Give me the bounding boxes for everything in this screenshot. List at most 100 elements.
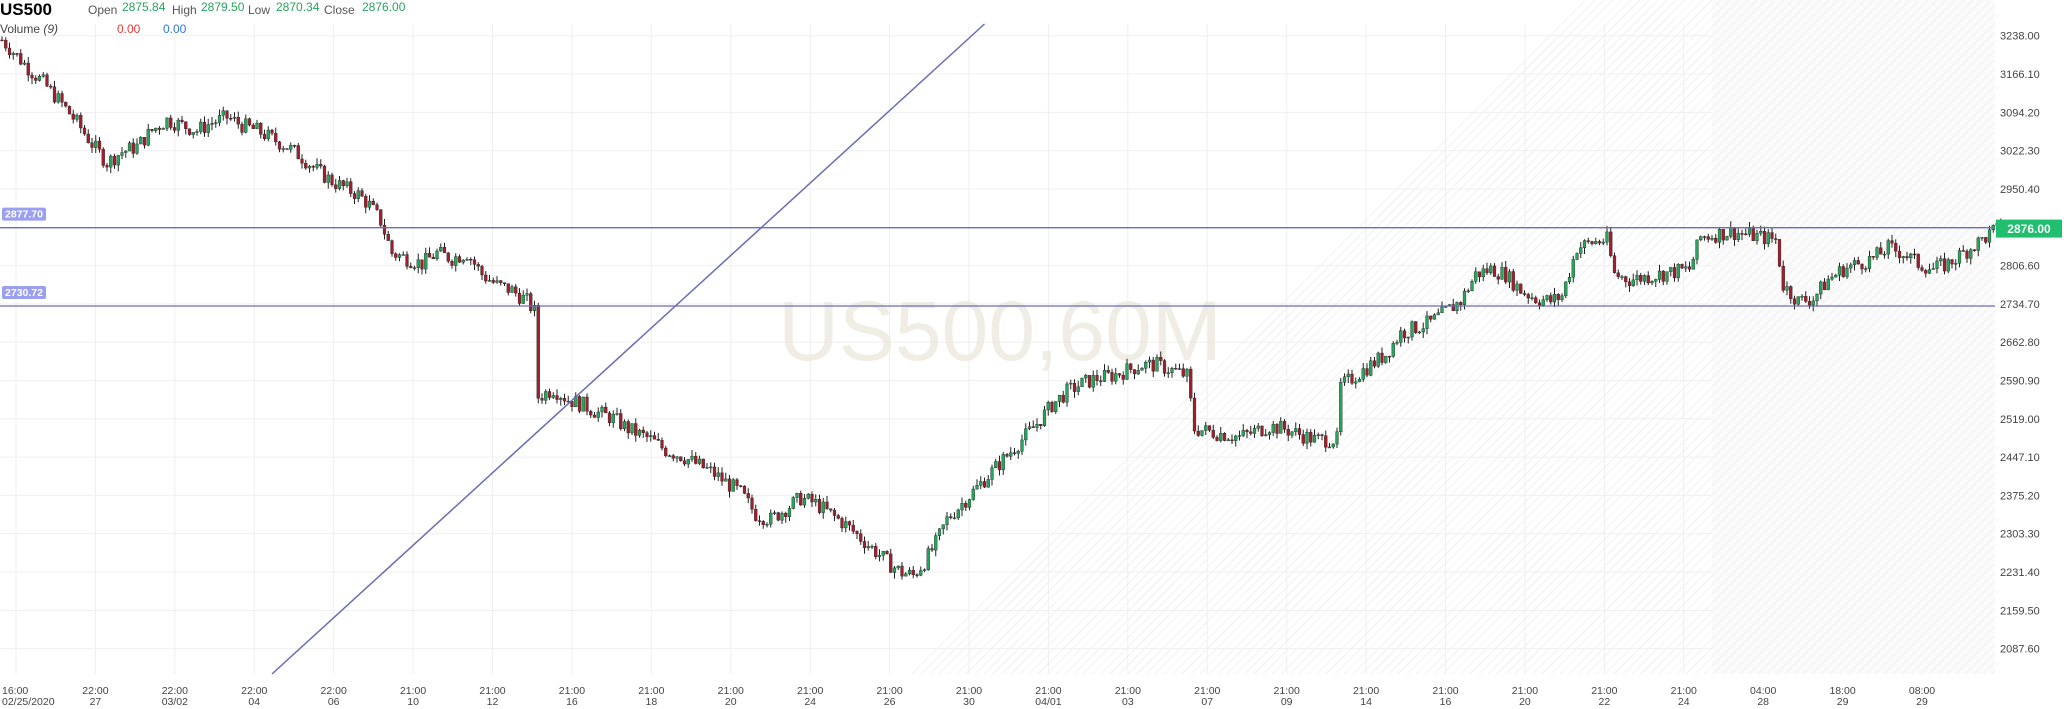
candle-down — [1714, 237, 1718, 243]
candle-up — [1057, 394, 1062, 402]
candle-down — [1924, 270, 1928, 274]
candle-down — [1192, 397, 1197, 432]
time-axis[interactable]: 16:0002/25/202022:002722:0003/0222:00042… — [2, 685, 1935, 708]
candle-down — [619, 413, 623, 429]
candle-up — [1091, 375, 1095, 388]
candle-up — [896, 565, 900, 569]
candle-up — [1316, 434, 1320, 436]
candle-down — [469, 259, 473, 261]
candle-down — [679, 456, 683, 461]
date-tick-label: 27 — [90, 696, 102, 708]
time-tick-label: 21:00 — [479, 685, 505, 697]
hatch-line — [1577, 187, 2064, 675]
candle-up — [1481, 268, 1485, 278]
candle-down — [555, 395, 559, 400]
candle-down — [1099, 380, 1103, 382]
candle-up — [1684, 266, 1688, 269]
candle-up — [559, 398, 563, 400]
candle-up — [1271, 424, 1275, 433]
candle-up — [232, 117, 237, 119]
candle-down — [862, 541, 867, 549]
candle-up — [326, 174, 330, 183]
hatch-line — [1640, 250, 2064, 675]
candle-up — [1016, 451, 1020, 454]
candle-up — [1864, 268, 1868, 270]
candle-down — [1110, 372, 1114, 382]
candle-up — [975, 485, 979, 490]
candle-down — [334, 184, 338, 189]
candle-up — [1474, 271, 1478, 282]
candle-down — [930, 548, 934, 551]
hatch-line — [1217, 0, 1893, 675]
date-tick-label: 29 — [1916, 696, 1928, 708]
candle-up — [1342, 376, 1347, 383]
candle-up — [214, 122, 218, 124]
candle-up — [454, 256, 458, 266]
candle-down — [142, 137, 147, 146]
candle-up — [337, 180, 342, 189]
candle-down — [1807, 301, 1812, 306]
hatch-line — [1424, 34, 2064, 675]
date-tick-label: 16 — [1440, 696, 1452, 708]
hatch-line — [1181, 0, 1857, 675]
candle-down — [319, 164, 323, 167]
candle-down — [1429, 315, 1433, 320]
candle-down — [225, 110, 229, 119]
candle-up — [1676, 264, 1680, 279]
hatch-line — [1082, 0, 1758, 675]
candle-down — [169, 117, 173, 128]
candle-up — [397, 254, 402, 258]
candle-down — [1965, 250, 1969, 259]
hatch-line — [1748, 358, 2064, 675]
hatch-line — [1784, 394, 2064, 675]
hatch-line — [1154, 0, 1830, 675]
candle-down — [82, 127, 87, 135]
candle-up — [1009, 452, 1013, 457]
candle-down — [1189, 368, 1193, 399]
candle-down — [427, 252, 432, 258]
future-hatched-area — [911, 0, 2064, 709]
drawn-lines[interactable]: 2877.70 2730.72 — [0, 23, 1995, 675]
candle-up — [971, 488, 975, 500]
candle-up — [127, 142, 132, 152]
candle-up — [439, 247, 443, 252]
candle-up — [135, 143, 139, 154]
close-value: 2876.00 — [362, 0, 406, 14]
candle-down — [446, 252, 450, 262]
candle-up — [780, 512, 784, 521]
hatch-line — [1271, 0, 1947, 675]
candle-down — [1174, 368, 1178, 370]
hatch-line — [1586, 196, 2064, 675]
candle-up — [1219, 433, 1223, 441]
candle-up — [870, 545, 874, 548]
candle-up — [1234, 435, 1238, 441]
candlesticks[interactable] — [0, 36, 2003, 580]
hatch-line — [1316, 0, 1992, 675]
price-tick-label: 2662.80 — [2000, 337, 2040, 349]
candle-up — [1815, 293, 1819, 302]
candle-up — [146, 129, 150, 146]
price-axis[interactable]: 3238.00 3166.10 3094.20 3022.30 2950.40 2806.… — [1996, 31, 2062, 656]
candle-up — [1980, 237, 1984, 239]
candle-up — [1144, 361, 1148, 369]
candle-down — [1871, 256, 1875, 258]
hatch-line — [920, 0, 1596, 675]
candle-up — [75, 115, 79, 120]
price-tick-label: 3238.00 — [2000, 31, 2040, 43]
candle-up — [1515, 283, 1519, 291]
candle-down — [1942, 258, 1947, 272]
candle-up — [1395, 342, 1399, 344]
candle-up — [1391, 343, 1395, 357]
candle-down — [754, 509, 758, 521]
candle-up — [1665, 271, 1669, 282]
candle-down — [1012, 452, 1017, 454]
candle-down — [67, 105, 72, 115]
hatch-line — [1136, 0, 1812, 675]
candle-down — [251, 124, 255, 129]
candle-down — [0, 39, 4, 42]
candle-down — [1770, 232, 1774, 239]
candle-up — [1886, 240, 1890, 255]
candle-up — [161, 128, 165, 130]
candle-down — [1309, 431, 1313, 443]
